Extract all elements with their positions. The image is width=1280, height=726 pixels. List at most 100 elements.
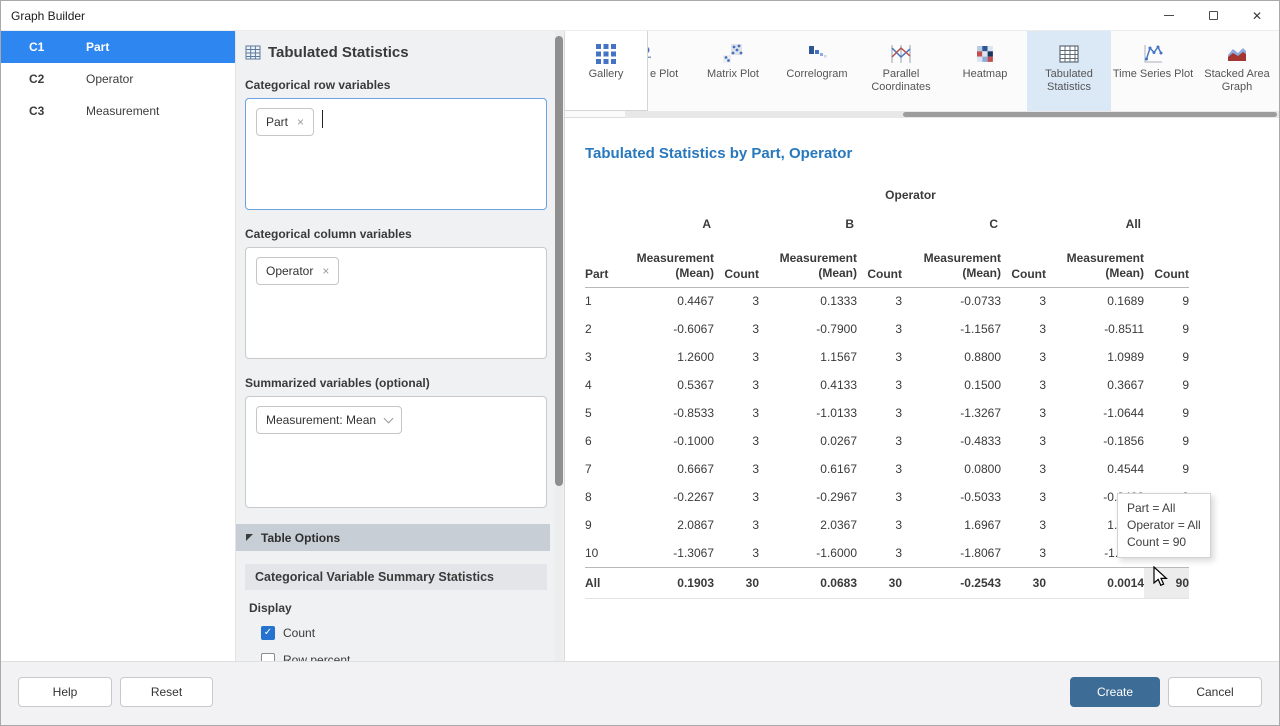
close-button[interactable]: ✕ (1235, 1, 1279, 30)
value-cell[interactable]: 1.6967 (902, 511, 1001, 539)
dropzone-summarized-variables-optional[interactable]: Measurement: Mean (245, 396, 547, 508)
value-cell[interactable]: 3 (714, 511, 759, 539)
value-cell[interactable]: 0.6667 (632, 455, 714, 483)
value-cell[interactable]: 3 (1001, 483, 1046, 511)
value-cell[interactable]: -0.0733 (902, 287, 1001, 315)
value-cell[interactable]: 9 (1144, 399, 1189, 427)
value-cell[interactable]: 3 (857, 371, 902, 399)
value-cell[interactable]: -0.1856 (1046, 427, 1144, 455)
dropzone-categorical-row-variables[interactable]: Part× (245, 98, 547, 210)
help-button[interactable]: Help (18, 677, 112, 707)
value-cell[interactable]: 30 (1001, 567, 1046, 598)
value-cell[interactable]: -1.3267 (902, 399, 1001, 427)
value-cell[interactable]: 3 (1001, 455, 1046, 483)
variable-chip-measurement-mean[interactable]: Measurement: Mean (256, 406, 402, 434)
value-cell[interactable]: 3 (857, 511, 902, 539)
value-cell[interactable]: -0.6067 (632, 315, 714, 343)
value-cell[interactable]: 3 (1001, 287, 1046, 315)
value-cell[interactable]: 3 (857, 399, 902, 427)
checkbox-row-percent[interactable] (261, 653, 275, 661)
gallery-item-heatmap[interactable]: Heatmap (943, 31, 1027, 111)
value-cell[interactable]: 3 (1001, 343, 1046, 371)
builder-panel-scrollbar[interactable] (555, 31, 563, 661)
scrollbar-thumb[interactable] (555, 36, 563, 486)
cancel-button[interactable]: Cancel (1168, 677, 1262, 707)
value-cell[interactable]: -1.0133 (759, 399, 857, 427)
gallery-scrollbar[interactable] (625, 111, 1279, 118)
variable-chip-part[interactable]: Part× (256, 108, 314, 136)
value-cell[interactable]: -0.4833 (902, 427, 1001, 455)
sidebar-item-part[interactable]: C1Part (1, 31, 235, 63)
value-cell[interactable]: 0.1689 (1046, 287, 1144, 315)
value-cell[interactable]: 9 (1144, 371, 1189, 399)
value-cell[interactable]: 3 (714, 427, 759, 455)
value-cell[interactable]: 0.1333 (759, 287, 857, 315)
value-cell[interactable]: 2.0867 (632, 511, 714, 539)
sidebar-item-operator[interactable]: C2Operator (1, 63, 235, 95)
value-cell[interactable]: 9 (1144, 287, 1189, 315)
value-cell[interactable]: 0.6167 (759, 455, 857, 483)
value-cell[interactable]: 9 (1144, 427, 1189, 455)
value-cell[interactable]: 3 (1001, 427, 1046, 455)
value-cell[interactable]: -0.5033 (902, 483, 1001, 511)
value-cell[interactable]: -0.1000 (632, 427, 714, 455)
value-cell[interactable]: -0.2967 (759, 483, 857, 511)
checkbox-row-count[interactable]: ✓Count (261, 624, 564, 642)
gallery-item-gallery[interactable]: Gallery (565, 31, 648, 111)
gallery-scrollbar-thumb[interactable] (903, 112, 1277, 117)
value-cell[interactable]: -1.8067 (902, 539, 1001, 567)
value-cell[interactable]: 3 (714, 287, 759, 315)
reset-button[interactable]: Reset (120, 677, 213, 707)
checkbox-row-row-percent[interactable]: Row percent (261, 651, 564, 661)
value-cell[interactable]: 3 (857, 455, 902, 483)
value-cell[interactable]: 0.3667 (1046, 371, 1144, 399)
value-cell[interactable]: 0.4133 (759, 371, 857, 399)
value-cell[interactable]: 3 (1001, 315, 1046, 343)
value-cell[interactable]: 3 (714, 399, 759, 427)
value-cell[interactable]: -0.2543 (902, 567, 1001, 598)
value-cell[interactable]: 3 (714, 539, 759, 567)
value-cell[interactable]: 3 (714, 343, 759, 371)
maximize-button[interactable] (1191, 1, 1235, 30)
value-cell[interactable]: 3 (1001, 371, 1046, 399)
value-cell[interactable]: -0.2267 (632, 483, 714, 511)
value-cell[interactable]: 3 (857, 427, 902, 455)
value-cell[interactable]: 3 (1001, 399, 1046, 427)
value-cell[interactable]: 2.0367 (759, 511, 857, 539)
value-cell[interactable]: 3 (714, 315, 759, 343)
value-cell[interactable]: 0.0014 (1046, 567, 1144, 598)
table-options-header[interactable]: Table Options (236, 524, 550, 551)
remove-chip-icon[interactable]: × (322, 266, 329, 276)
value-cell[interactable]: 3 (714, 483, 759, 511)
checkbox-count[interactable]: ✓ (261, 626, 275, 640)
value-cell[interactable]: 1.1567 (759, 343, 857, 371)
value-cell[interactable]: 30 (857, 567, 902, 598)
value-cell[interactable]: 9 (1144, 315, 1189, 343)
value-cell[interactable]: 0.4544 (1046, 455, 1144, 483)
value-cell[interactable]: 0.5367 (632, 371, 714, 399)
chevron-down-icon[interactable] (384, 413, 394, 423)
gallery-item-tabulated-statistics[interactable]: Tabulated Statistics (1027, 31, 1111, 111)
value-cell[interactable]: -0.8533 (632, 399, 714, 427)
value-cell[interactable]: 9 (1144, 455, 1189, 483)
value-cell[interactable]: 0.4467 (632, 287, 714, 315)
value-cell[interactable]: 3 (857, 483, 902, 511)
value-cell[interactable]: 3 (1001, 511, 1046, 539)
value-cell[interactable]: 0.8800 (902, 343, 1001, 371)
value-cell[interactable]: 1.2600 (632, 343, 714, 371)
value-cell[interactable]: 0.1903 (632, 567, 714, 598)
value-cell[interactable]: 3 (714, 371, 759, 399)
value-cell[interactable]: 3 (857, 539, 902, 567)
value-cell[interactable]: -1.0644 (1046, 399, 1144, 427)
value-cell[interactable]: -1.6000 (759, 539, 857, 567)
sidebar-item-measurement[interactable]: C3Measurement (1, 95, 235, 127)
value-cell[interactable]: 0.0267 (759, 427, 857, 455)
gallery-item-matrix-plot[interactable]: Matrix Plot (691, 31, 775, 111)
gallery-item-correlogram[interactable]: Correlogram (775, 31, 859, 111)
value-cell[interactable]: 3 (857, 315, 902, 343)
value-cell[interactable]: 3 (857, 287, 902, 315)
value-cell[interactable]: -1.1567 (902, 315, 1001, 343)
gallery-item-time-series-plot[interactable]: Time Series Plot (1111, 31, 1195, 111)
value-cell[interactable]: -1.3067 (632, 539, 714, 567)
dropzone-categorical-column-variables[interactable]: Operator× (245, 247, 547, 359)
